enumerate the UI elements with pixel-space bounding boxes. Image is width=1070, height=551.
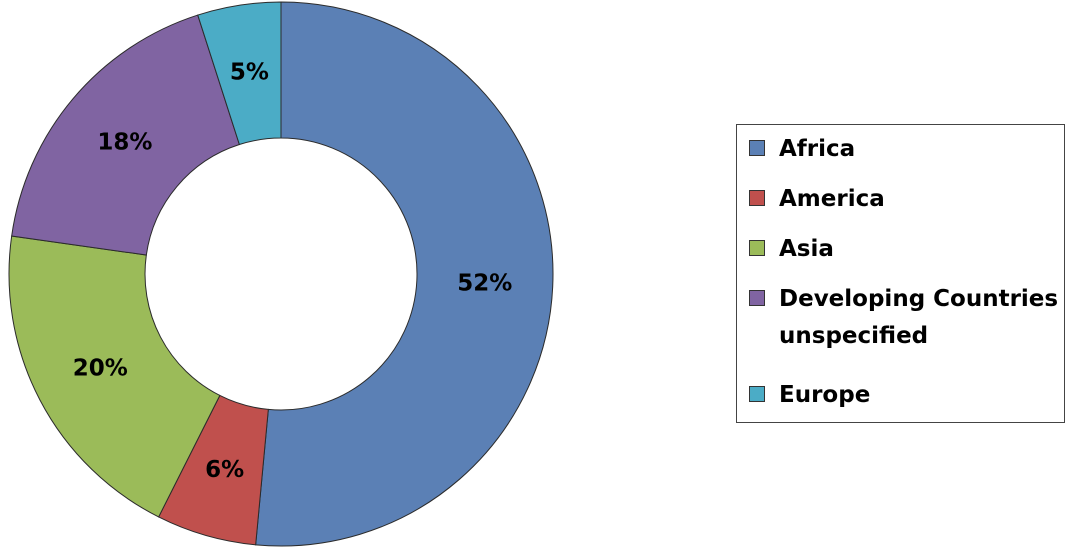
legend-swatch-europe [749, 386, 765, 402]
data-label-america: 6% [205, 457, 244, 483]
legend-item-developing-countries: Developing Countries unspecified [749, 281, 1069, 355]
legend-label-europe: Europe [779, 382, 871, 408]
donut-slices [8, 1, 554, 547]
legend-item-africa: Africa [749, 131, 1069, 168]
data-label-africa: 52% [457, 271, 512, 297]
legend-swatch-developing-countries [749, 290, 765, 306]
slice-europe [197, 1, 282, 146]
slice-africa [255, 1, 554, 547]
legend-item-america: America [749, 181, 1069, 218]
legend-label-developing-countries: Developing Countries unspecified [779, 286, 1059, 349]
donut-data-labels: 52% 6% 20% 18% 5% [73, 59, 513, 483]
data-label-europe: 5% [230, 59, 269, 85]
slice-developing [11, 14, 241, 256]
legend-swatch-africa [749, 140, 765, 156]
chart-legend: Africa America Asia Developing Countries… [736, 124, 1065, 423]
data-label-asia: 20% [73, 356, 128, 382]
legend-label-america: America [779, 186, 885, 212]
legend-swatch-asia [749, 240, 765, 256]
legend-label-asia: Asia [779, 236, 834, 262]
legend-item-europe: Europe [749, 377, 1069, 414]
slice-asia [8, 235, 221, 518]
data-label-developing: 18% [97, 130, 152, 156]
legend-item-asia: Asia [749, 231, 1069, 268]
legend-label-africa: Africa [779, 136, 856, 162]
legend-swatch-america [749, 190, 765, 206]
